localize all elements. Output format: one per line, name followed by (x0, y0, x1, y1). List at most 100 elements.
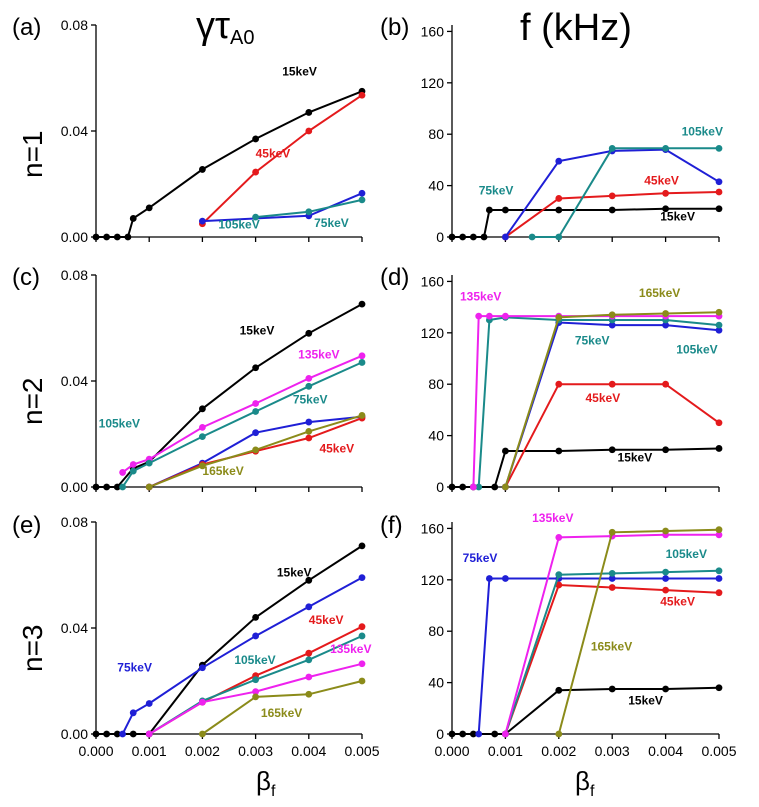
series-15keV (92, 87, 366, 241)
data-point-15keV (305, 109, 313, 116)
series-annotation: 135keV (460, 290, 501, 304)
x-tick-label: 0.003 (595, 743, 630, 759)
series-105keV (252, 196, 366, 221)
y-tick-label: 160 (421, 23, 445, 39)
data-point-15keV (124, 233, 132, 241)
y-tick-label: 80 (428, 376, 444, 392)
y-tick-label: 0.00 (61, 726, 88, 742)
y-tick-label: 0.00 (61, 229, 88, 245)
data-point-45keV (305, 127, 313, 135)
data-point-105keV (715, 567, 723, 575)
series-annotation: 165keV (202, 464, 243, 478)
row-title-n1: n=1 (17, 131, 48, 179)
data-point-75keV (199, 217, 206, 225)
data-point-75keV (502, 575, 509, 582)
series-line-15keV (452, 207, 719, 238)
series-15keV (448, 684, 723, 738)
y-tick-label: 0 (436, 726, 444, 742)
row-title-n2: n=2 (17, 378, 48, 426)
data-point-15keV (305, 576, 313, 584)
data-point-15keV (662, 205, 669, 213)
data-point-15keV (113, 233, 121, 241)
data-point-15keV (480, 233, 488, 241)
series-135keV (502, 531, 723, 738)
y-tick-label: 160 (421, 273, 445, 289)
data-point-75keV (662, 575, 669, 582)
data-point-15keV (459, 730, 467, 738)
data-point-75keV (305, 418, 313, 426)
data-point-15keV (103, 483, 111, 491)
panel-label-e: (e) (12, 512, 41, 539)
data-point-15keV (555, 206, 563, 214)
data-point-75keV (715, 326, 723, 334)
series-135keV (145, 660, 366, 738)
data-point-45keV (305, 434, 313, 442)
data-point-105keV (555, 233, 563, 241)
x-tick-label: 0.001 (488, 743, 523, 759)
series-annotation: 135keV (532, 511, 573, 525)
series-line-165keV (557, 528, 720, 735)
data-point-75keV (715, 178, 723, 186)
data-point-165keV (662, 310, 669, 317)
data-point-135keV (502, 730, 509, 738)
series-line-15keV (452, 447, 720, 488)
data-point-135keV (199, 423, 206, 431)
data-point-75keV (662, 321, 669, 329)
data-point-135keV (469, 483, 477, 491)
data-point-135keV (358, 352, 366, 360)
panel-c: (c) 0.00 0.04 0.08 15keV 135keV 75keV 105keV 45k… (12, 264, 366, 495)
data-point-105keV (715, 144, 723, 152)
data-point-105keV (358, 196, 366, 204)
series-annotation: 105keV (676, 342, 717, 356)
data-point-15keV (113, 730, 121, 738)
data-point-15keV (715, 205, 723, 213)
data-point-45keV (715, 589, 723, 597)
data-point-135keV (252, 688, 259, 695)
data-point-15keV (252, 614, 259, 621)
data-point-135keV (715, 531, 723, 539)
series-165keV (199, 677, 366, 738)
x-tick-label: 0.000 (78, 743, 113, 759)
panel-label-d: (d) (380, 264, 409, 291)
series-annotation: 165keV (261, 706, 302, 720)
data-point-15keV (103, 730, 111, 738)
data-point-135keV (129, 461, 137, 468)
series-line-135keV (504, 533, 719, 735)
data-point-165keV (608, 528, 616, 536)
series-annotation: 45keV (309, 613, 344, 627)
data-point-15keV (715, 684, 723, 692)
x-tick-label: 0.005 (344, 743, 379, 759)
data-point-165keV (608, 311, 616, 319)
data-point-135keV (485, 312, 493, 320)
series-165keV (502, 308, 723, 491)
data-point-15keV (469, 233, 477, 241)
xlabel-right: βf (575, 766, 595, 800)
panel-label-b: (b) (380, 14, 409, 41)
data-point-75keV (358, 189, 366, 197)
data-point-45keV (608, 584, 616, 591)
y-tick-label: 0.04 (61, 620, 88, 636)
data-point-165keV (358, 412, 366, 419)
series-line-165keV (201, 680, 363, 735)
y-tick-label: 120 (421, 572, 445, 588)
data-point-45keV (555, 380, 563, 388)
y-tick-label: 80 (428, 126, 444, 142)
series-annotation: 165keV (639, 286, 680, 300)
series-15keV (448, 445, 723, 491)
y-tick-label: 40 (428, 428, 444, 444)
y-tick-label: 0.00 (61, 479, 88, 495)
data-point-135keV (305, 673, 313, 681)
y-tick-label: 40 (428, 675, 444, 691)
x-tick-label: 0.001 (132, 743, 167, 759)
y-tick-label: 0 (436, 229, 444, 245)
data-point-45keV (555, 581, 563, 589)
data-point-45keV (358, 623, 366, 631)
data-point-15keV (358, 300, 366, 308)
series-annotation: 45keV (319, 442, 354, 456)
data-point-75keV (252, 429, 259, 437)
series-45keV (502, 380, 723, 491)
data-point-15keV (608, 446, 616, 454)
data-point-105keV (252, 408, 259, 415)
data-point-165keV (358, 677, 366, 685)
